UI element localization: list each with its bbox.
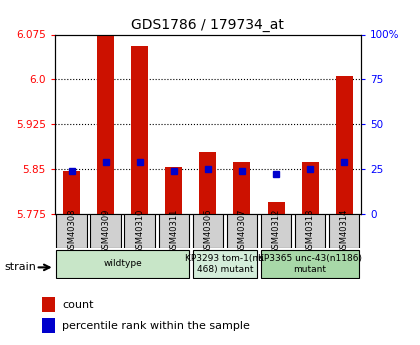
FancyBboxPatch shape [124,214,155,248]
FancyBboxPatch shape [158,214,189,248]
Bar [200,152,216,214]
Text: KP3365 unc-43(n1186)
mutant: KP3365 unc-43(n1186) mutant [258,254,362,274]
Bar [302,162,319,214]
Bar [63,171,80,214]
FancyBboxPatch shape [56,250,189,278]
FancyBboxPatch shape [329,214,360,248]
FancyBboxPatch shape [295,214,326,248]
Bar [97,34,114,214]
FancyBboxPatch shape [192,214,223,248]
Text: GSM40308: GSM40308 [67,208,76,254]
FancyBboxPatch shape [227,214,257,248]
Bar [42,318,55,333]
Text: GSM40307: GSM40307 [237,208,247,254]
Text: GSM40306: GSM40306 [203,208,213,254]
FancyBboxPatch shape [261,214,291,248]
Text: GSM40310: GSM40310 [135,208,144,254]
Text: count: count [62,300,94,310]
Text: strain: strain [4,263,36,272]
FancyBboxPatch shape [192,250,257,278]
Text: percentile rank within the sample: percentile rank within the sample [62,321,250,331]
FancyBboxPatch shape [261,250,360,278]
Text: GSM40314: GSM40314 [340,208,349,254]
Bar [131,47,148,214]
FancyBboxPatch shape [56,214,87,248]
Bar [234,162,250,214]
Bar [42,297,55,312]
FancyBboxPatch shape [90,214,121,248]
Text: GSM40312: GSM40312 [272,208,281,254]
Text: GSM40313: GSM40313 [306,208,315,254]
Text: GSM40309: GSM40309 [101,208,110,254]
Bar [336,76,353,214]
Title: GDS1786 / 179734_at: GDS1786 / 179734_at [131,18,284,32]
Text: wildtype: wildtype [103,259,142,268]
Text: KP3293 tom-1(nu
468) mutant: KP3293 tom-1(nu 468) mutant [186,254,264,274]
Bar [268,202,285,214]
Bar [165,167,182,214]
Text: GSM40311: GSM40311 [169,208,178,254]
